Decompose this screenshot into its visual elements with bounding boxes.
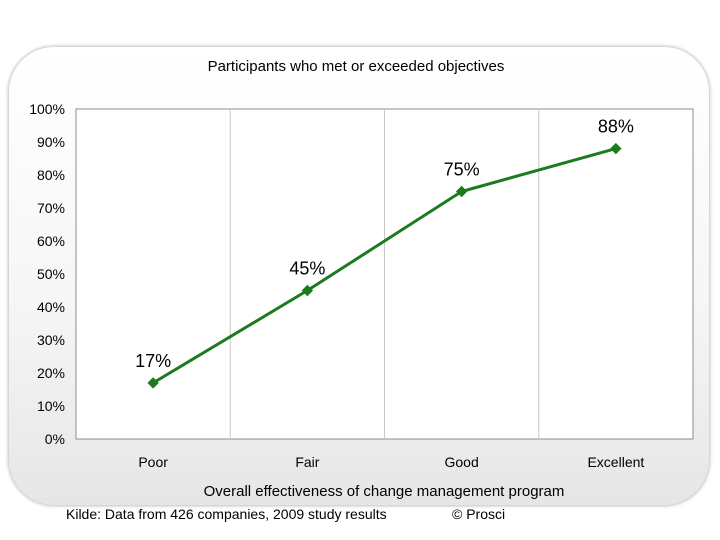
series-line [147, 142, 622, 389]
data-point-marker [301, 284, 314, 297]
y-tick-label: 50% [37, 266, 65, 282]
y-tick-label: 0% [45, 431, 65, 447]
y-axis-ticks: 0% 10% 20% 30% 40% 50% 60% 70% 80% 90% 100% [29, 101, 65, 447]
y-tick-label: 100% [29, 101, 65, 117]
data-label: 75% [444, 160, 480, 180]
x-tick-label: Good [445, 454, 479, 470]
data-point-marker [455, 185, 468, 198]
chart-title: Participants who met or exceeded objecti… [208, 58, 505, 75]
y-tick-label: 60% [37, 233, 65, 249]
data-label: 45% [289, 259, 325, 279]
data-point-marker [610, 142, 622, 155]
y-tick-label: 70% [37, 200, 65, 216]
x-tick-label: Fair [295, 454, 319, 470]
data-labels: 17% 45% 75% 88% [135, 117, 634, 371]
copyright-note: © Prosci [452, 506, 506, 522]
x-axis-title: Overall effectiveness of change manageme… [204, 483, 565, 500]
data-label: 88% [598, 117, 634, 137]
source-note: Kilde: Data from 426 companies, 2009 stu… [66, 506, 387, 522]
series-line-path [152, 147, 617, 385]
y-tick-label: 20% [37, 365, 65, 381]
y-tick-label: 10% [37, 398, 65, 414]
y-tick-label: 40% [37, 299, 65, 315]
x-tick-label: Poor [138, 454, 168, 470]
x-axis-ticks: Poor Fair Good Excellent [138, 454, 644, 470]
y-tick-label: 80% [37, 167, 65, 183]
y-tick-label: 90% [37, 134, 65, 150]
data-label: 17% [135, 351, 171, 371]
x-tick-label: Excellent [587, 454, 644, 470]
data-point-marker [147, 377, 159, 389]
grid-lines [229, 109, 540, 439]
y-tick-label: 30% [37, 332, 65, 348]
